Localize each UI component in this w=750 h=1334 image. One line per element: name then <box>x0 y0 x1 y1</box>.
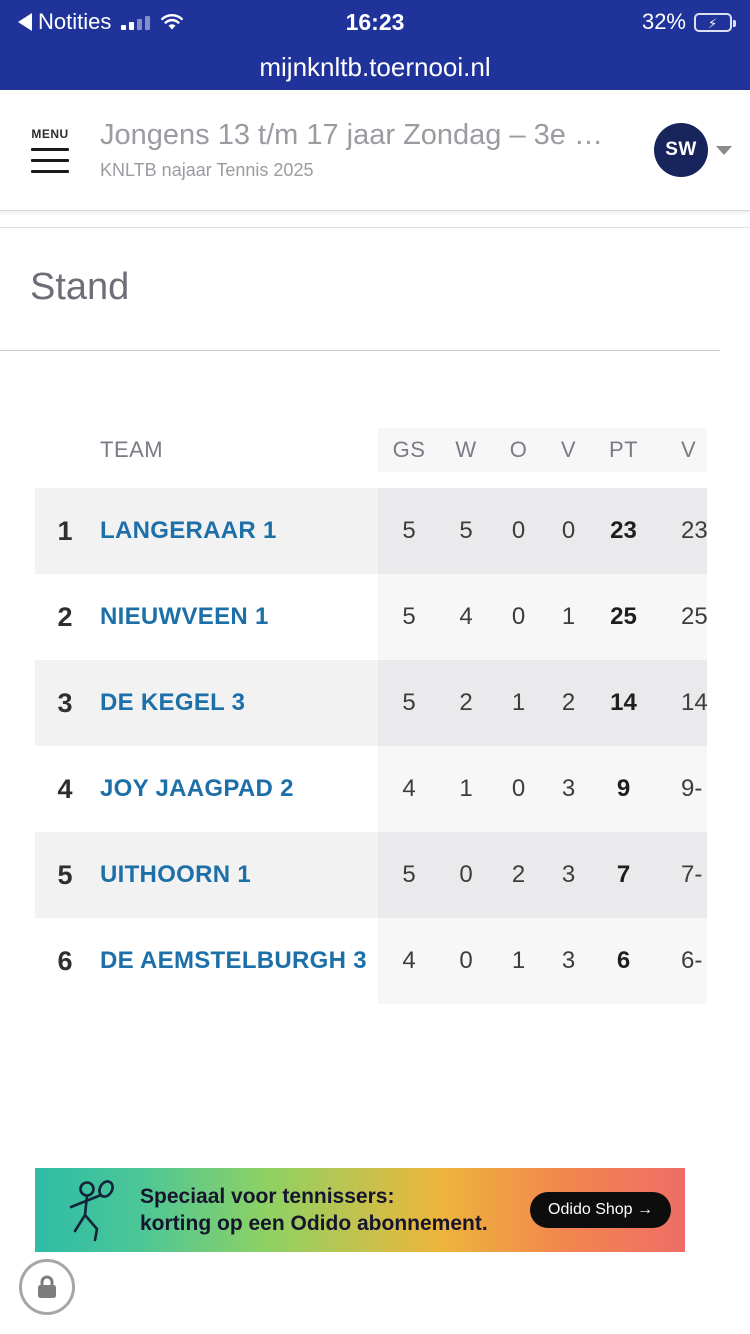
battery-percent: 32% <box>641 9 686 34</box>
status-time: 16:23 <box>345 8 405 35</box>
lock-icon <box>38 1275 56 1298</box>
cell-signal-icon <box>121 14 151 30</box>
odido-shop-button[interactable]: Odido Shop → <box>530 1192 671 1228</box>
page-title: Jongens 13 t/m 17 jaar Zondag – 3e … <box>100 119 603 151</box>
menu-label: MENU <box>31 127 69 141</box>
back-arrow-icon <box>18 13 32 31</box>
header-pt: PT <box>592 428 655 472</box>
section-heading: Stand <box>30 266 130 308</box>
header-w: W <box>440 428 492 472</box>
avatar[interactable]: SW <box>654 123 708 177</box>
stat-extra: 14- <box>655 660 707 746</box>
ad-headline: Speciaal voor tennissers: <box>140 1185 395 1208</box>
page-subtitle: KNLTB najaar Tennis 2025 <box>100 160 314 180</box>
team-link[interactable]: JOY JAAGPAD 2 <box>100 775 294 802</box>
header-team: TEAM <box>100 437 164 462</box>
rank-number: 4 <box>57 773 73 804</box>
stat-gs: 5 <box>378 574 440 660</box>
stat-pt: 14 <box>592 660 655 746</box>
stat-o: 1 <box>492 660 545 746</box>
team-link[interactable]: LANGERAAR 1 <box>100 517 277 544</box>
tennis-player-icon <box>35 1177 140 1243</box>
stat-o: 0 <box>492 746 545 832</box>
stat-o: 1 <box>492 918 545 1004</box>
table-row: 3 DE KEGEL 3 5 2 1 2 14 14- <box>35 660 707 746</box>
battery-charging-icon: ⚡ <box>694 12 736 32</box>
stat-v: 0 <box>545 488 592 574</box>
standings-table[interactable]: TEAM GS W O V PT V 1 LANGERAAR 1 5 5 0 0… <box>35 428 707 1004</box>
stat-pt: 6 <box>592 918 655 1004</box>
stat-extra: 7- <box>655 832 707 918</box>
stat-w: 0 <box>440 832 492 918</box>
stat-w: 1 <box>440 746 492 832</box>
rank-number: 6 <box>57 945 73 976</box>
rank-number: 5 <box>57 859 73 890</box>
stat-pt: 7 <box>592 832 655 918</box>
stat-pt: 23 <box>592 488 655 574</box>
stat-extra: 6- <box>655 918 707 1004</box>
stat-v: 1 <box>545 574 592 660</box>
stat-v: 3 <box>545 832 592 918</box>
rank-number: 1 <box>57 515 73 546</box>
stat-v: 3 <box>545 746 592 832</box>
stat-v: 2 <box>545 660 592 746</box>
team-link[interactable]: DE AEMSTELBURGH 3 <box>100 947 367 974</box>
hamburger-icon <box>31 148 69 173</box>
team-link[interactable]: DE KEGEL 3 <box>100 689 246 716</box>
stat-o: 0 <box>492 574 545 660</box>
stat-pt: 9 <box>592 746 655 832</box>
header-extra: V <box>655 428 707 472</box>
heading-divider <box>0 350 720 351</box>
rank-number: 2 <box>57 601 73 632</box>
back-app-label: Notities <box>38 9 112 34</box>
stat-gs: 5 <box>378 660 440 746</box>
stat-extra: 23 <box>655 488 707 574</box>
back-to-app-button[interactable]: Notities <box>18 9 111 35</box>
stat-gs: 5 <box>378 488 440 574</box>
status-bar: 16:23 Notities 32% ⚡ mijnknltb.toernooi.… <box>0 0 750 90</box>
stat-extra: 9- <box>655 746 707 832</box>
stat-v: 3 <box>545 918 592 1004</box>
ad-subline: korting op een Odido abonnement. <box>140 1212 488 1235</box>
stat-o: 2 <box>492 832 545 918</box>
stat-gs: 5 <box>378 832 440 918</box>
stat-gs: 4 <box>378 918 440 1004</box>
table-header-row: TEAM GS W O V PT V <box>35 428 707 472</box>
table-row: 1 LANGERAAR 1 5 5 0 0 23 23 <box>35 488 707 574</box>
header-v: V <box>545 428 592 472</box>
menu-button[interactable]: MENU <box>0 127 100 173</box>
stat-w: 0 <box>440 918 492 1004</box>
stat-w: 4 <box>440 574 492 660</box>
account-menu[interactable]: SW <box>654 123 750 177</box>
team-link[interactable]: UITHOORN 1 <box>100 861 252 888</box>
stat-extra: 25 <box>655 574 707 660</box>
lock-button[interactable] <box>19 1259 75 1315</box>
table-row: 2 NIEUWVEEN 1 5 4 0 1 25 25 <box>35 574 707 660</box>
content-divider <box>0 227 750 228</box>
wifi-icon <box>161 14 184 30</box>
address-bar[interactable]: mijnknltb.toernooi.nl <box>259 51 491 82</box>
stat-w: 5 <box>440 488 492 574</box>
stat-o: 0 <box>492 488 545 574</box>
table-row: 6 DE AEMSTELBURGH 3 4 0 1 3 6 6- <box>35 918 707 1004</box>
table-row: 4 JOY JAAGPAD 2 4 1 0 3 9 9- <box>35 746 707 832</box>
table-body: 1 LANGERAAR 1 5 5 0 0 23 23 2 NIEUWVEEN … <box>35 488 707 1004</box>
table-row: 5 UITHOORN 1 5 0 2 3 7 7- <box>35 832 707 918</box>
stat-gs: 4 <box>378 746 440 832</box>
team-link[interactable]: NIEUWVEEN 1 <box>100 603 269 630</box>
header-o: O <box>492 428 545 472</box>
ad-banner[interactable]: Speciaal voor tennissers: korting op een… <box>35 1168 685 1252</box>
stat-pt: 25 <box>592 574 655 660</box>
header-gs: GS <box>378 428 440 472</box>
rank-number: 3 <box>57 687 73 718</box>
chevron-down-icon <box>716 145 732 155</box>
app-header: MENU Jongens 13 t/m 17 jaar Zondag – 3e … <box>0 90 750 211</box>
stat-w: 2 <box>440 660 492 746</box>
